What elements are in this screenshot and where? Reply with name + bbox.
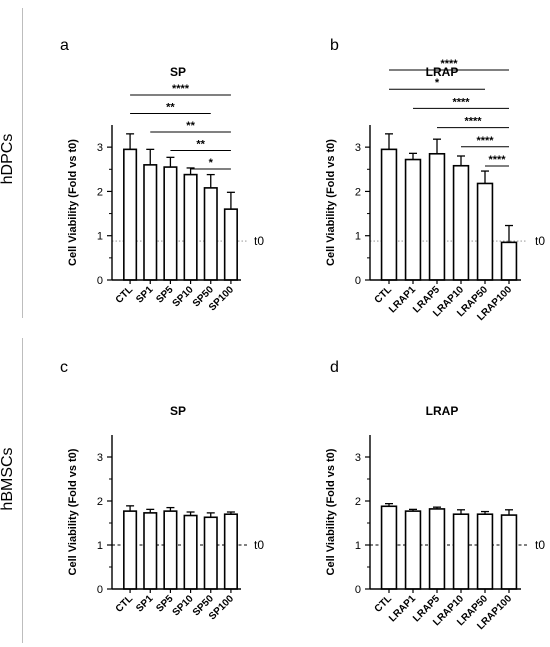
bar — [203, 187, 218, 281]
significance-label: **** — [452, 96, 470, 108]
bar — [143, 512, 158, 590]
bar — [123, 148, 138, 281]
significance-label: ** — [186, 120, 195, 132]
y-tick-label: 1 — [97, 231, 103, 243]
baseline-label: t0 — [535, 234, 545, 248]
baseline-label: t0 — [535, 538, 545, 552]
y-axis-label: Cell Viability (Fold vs t0) — [325, 139, 337, 266]
bar — [223, 513, 238, 590]
bar — [123, 510, 138, 590]
significance-label: ** — [196, 139, 205, 151]
significance-label: **** — [476, 135, 494, 147]
y-tick-label: 0 — [97, 275, 103, 287]
x-tick-label: SP10 — [171, 593, 196, 618]
y-tick-label: 2 — [97, 186, 103, 198]
bar — [476, 513, 494, 590]
x-tick-label: SP10 — [171, 284, 196, 309]
y-tick-label: 3 — [97, 452, 103, 464]
y-tick-label: 2 — [355, 186, 361, 198]
chart-title: LRAP — [426, 65, 459, 79]
panel-letter-a: a — [60, 37, 69, 54]
x-tick-label: CTL — [114, 593, 136, 615]
bar — [183, 173, 198, 281]
y-tick-label: 3 — [355, 142, 361, 154]
significance-label: * — [209, 157, 214, 169]
y-tick-label: 1 — [355, 540, 361, 552]
bar — [428, 152, 446, 281]
y-tick-label: 3 — [97, 142, 103, 154]
y-axis-label: Cell Viability (Fold vs t0) — [67, 448, 79, 575]
y-tick-label: 0 — [97, 584, 103, 596]
row-divider-top — [22, 8, 23, 318]
y-axis-label: Cell Viability (Fold vs t0) — [325, 448, 337, 575]
y-tick-label: 3 — [355, 452, 361, 464]
significance-label: **** — [172, 83, 190, 95]
significance-label: **** — [440, 58, 458, 70]
bar — [500, 514, 518, 590]
bar — [380, 148, 398, 281]
significance-label: **** — [464, 116, 482, 128]
panel-letter-c: c — [60, 359, 68, 376]
chart-title: SP — [170, 404, 186, 418]
bar — [476, 182, 494, 281]
bar — [404, 158, 422, 281]
x-tick-label: SP1 — [134, 593, 155, 614]
bar — [143, 164, 158, 281]
bar — [452, 164, 470, 281]
bar — [163, 166, 178, 281]
significance-label: **** — [488, 154, 506, 166]
baseline-label: t0 — [254, 234, 264, 248]
bar — [500, 241, 518, 281]
y-tick-label: 1 — [97, 540, 103, 552]
bar — [428, 508, 446, 590]
row-divider-bottom — [22, 338, 23, 643]
y-axis-label: Cell Viability (Fold vs t0) — [67, 139, 79, 266]
x-tick-label: SP1 — [134, 284, 155, 305]
y-tick-label: 2 — [97, 496, 103, 508]
bar — [203, 516, 218, 590]
panel-letter-b: b — [330, 37, 339, 54]
baseline-label: t0 — [254, 538, 264, 552]
bar — [404, 510, 422, 590]
y-tick-label: 0 — [355, 275, 361, 287]
bar — [452, 513, 470, 590]
bar — [380, 505, 398, 590]
x-tick-label: CTL — [114, 284, 136, 306]
y-tick-label: 2 — [355, 496, 361, 508]
bar — [183, 514, 198, 590]
chart-title: LRAP — [426, 404, 459, 418]
significance-label: ** — [166, 102, 175, 114]
significance-label: * — [435, 77, 440, 89]
y-tick-label: 1 — [355, 231, 361, 243]
panel-letter-d: d — [330, 359, 339, 376]
bar — [223, 208, 238, 281]
chart-title: SP — [170, 65, 186, 79]
bar — [163, 510, 178, 590]
y-tick-label: 0 — [355, 584, 361, 596]
